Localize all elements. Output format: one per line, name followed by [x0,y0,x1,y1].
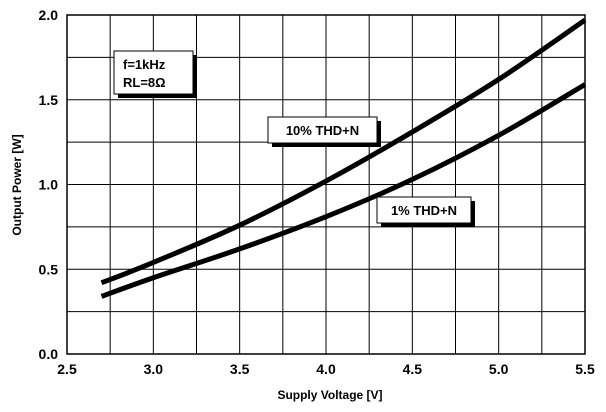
y-tick-label: 1.5 [39,92,59,108]
x-tick-label: 5.0 [489,361,509,377]
x-tick-label: 5.5 [575,361,595,377]
plot-frame [66,14,586,355]
y-tick-label: 0.5 [39,261,59,277]
condition-load: RL=8Ω [123,75,166,90]
series-label-10pct-text: 10% THD+N [286,123,359,138]
series-label-1pct-text: 1% THD+N [391,203,457,218]
condition-frequency: f=1kHz [123,57,166,72]
series-line-10pct-thdn [100,18,587,286]
x-tick-label: 4.0 [316,361,336,377]
y-tick-label: 2.0 [39,7,59,23]
series-label-10pct: 10% THD+N [267,116,381,147]
y-tick-label: 0.0 [39,346,59,362]
x-axis-label: Supply Voltage [V] [277,388,382,402]
x-tick-label: 3.5 [230,361,250,377]
series-label-10pct-box [267,116,378,144]
conditions-box [113,50,194,95]
x-tick-label: 4.5 [403,361,423,377]
series-label-1pct-box [376,196,472,224]
x-tick-label: 3.0 [144,361,164,377]
conditions-annotation: f=1kHz RL=8Ω [113,50,197,98]
series-line-1pct-thdn [100,82,587,299]
series-lines [100,18,587,299]
tick-labels: 2.5 3.0 3.5 4.0 4.5 5.0 5.5 0.0 0.5 1.0 1.5 2.0 [39,7,595,377]
series-label-1pct: 1% THD+N [376,196,475,227]
plot-border [66,14,586,355]
x-tick-label: 2.5 [57,361,77,377]
y-tick-label: 1.0 [39,177,59,193]
y-axis-label: Output Power [W] [10,134,24,235]
